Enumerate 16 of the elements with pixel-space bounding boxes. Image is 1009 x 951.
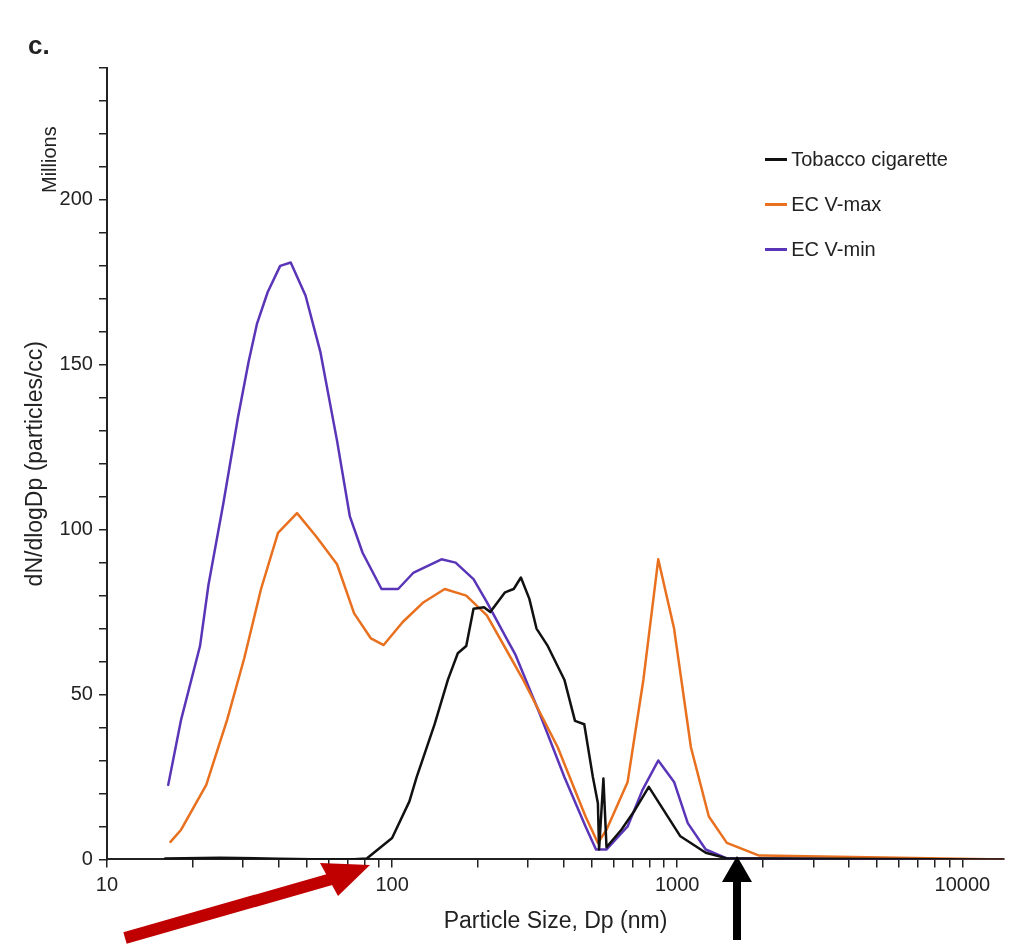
legend-label: Tobacco cigarette [791, 148, 948, 171]
y-tick-label: 150 [59, 352, 93, 375]
x-tick-label: 1000 [654, 872, 700, 895]
y-tick-label: 100 [59, 517, 93, 540]
x-axis-title: Particle Size, Dp (nm) [443, 906, 668, 933]
x-tick-label: 100 [375, 872, 409, 895]
y-tick-label: 200 [59, 187, 93, 210]
y-tick-label: 50 [70, 682, 93, 705]
legend-label: EC V-min [791, 238, 876, 261]
legend-label: EC V-max [791, 193, 882, 216]
text: c. [28, 30, 50, 61]
y-axis-title: dN/dlogDp (particles/cc) [21, 340, 48, 587]
y-tick-label: 0 [81, 846, 93, 869]
text: Millions [38, 126, 60, 193]
x-tick-label: 10 [95, 872, 119, 895]
x-tick-label: 10000 [934, 872, 991, 895]
